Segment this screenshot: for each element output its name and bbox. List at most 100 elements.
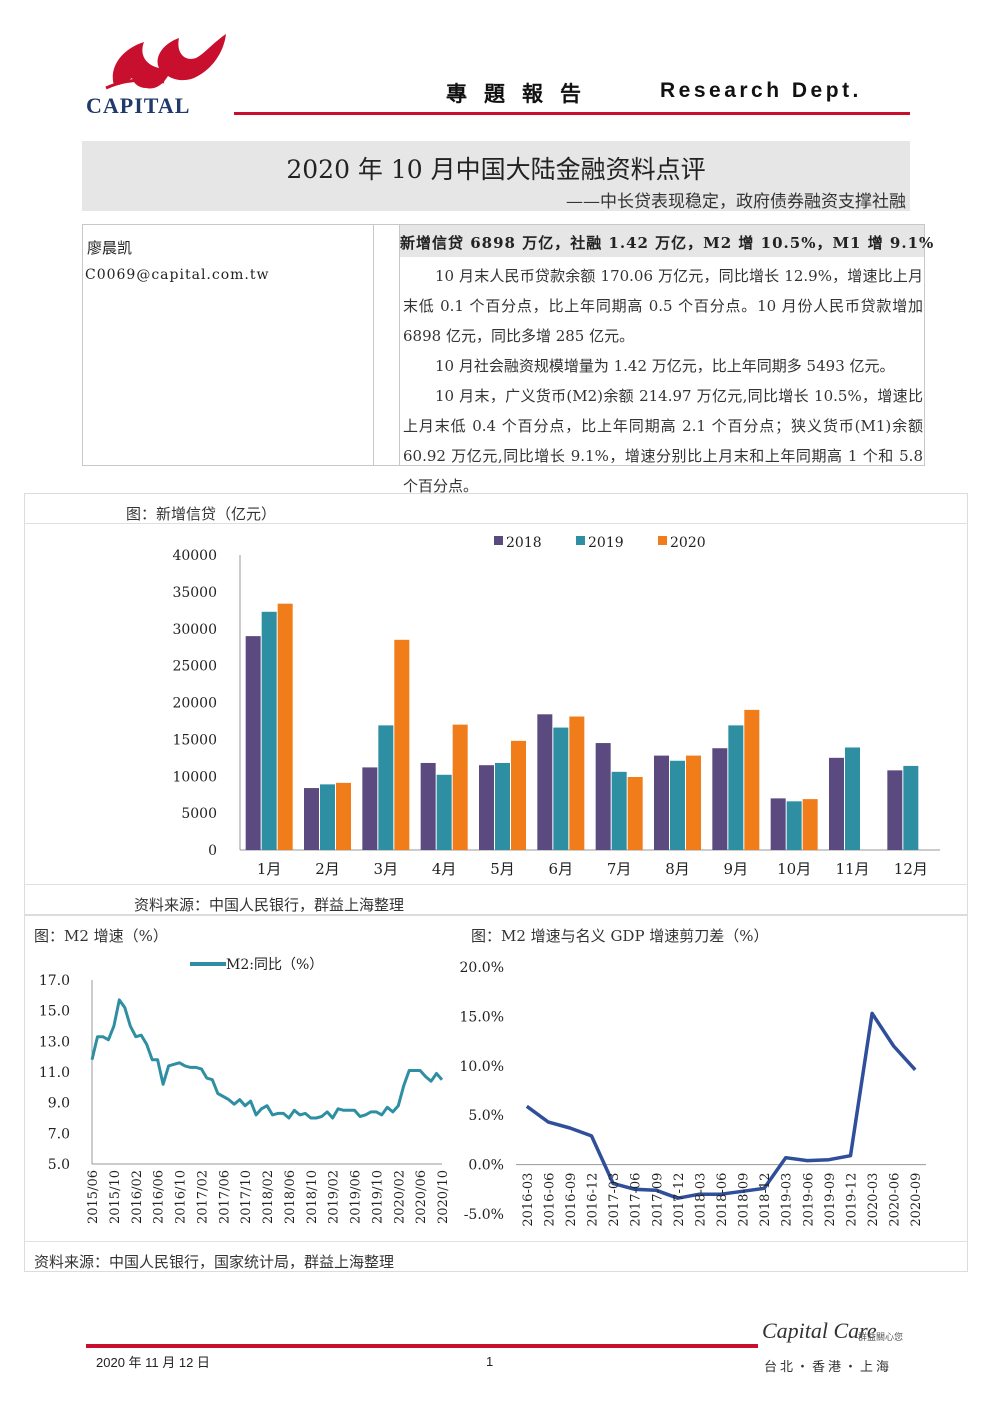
bar-2020 — [277, 603, 293, 850]
gap-x-tick-label: 2019-03 — [780, 1173, 795, 1227]
m2-x-tick-label: 2016/06 — [152, 1170, 167, 1224]
chart-frame — [24, 493, 968, 915]
m2-x-tick-label: 2018/10 — [305, 1170, 320, 1224]
gap-x-tick-label: 2020-03 — [866, 1173, 881, 1227]
report-subtitle: ——中长贷表现稳定，政府债券融资支撑社融 — [566, 192, 906, 212]
m2-x-tick-label: 2017/02 — [195, 1170, 210, 1224]
bar-2020 — [336, 782, 351, 850]
bar-2019 — [903, 765, 919, 850]
x-tick-label: 12月 — [894, 860, 928, 878]
gap-series-line — [525, 1011, 917, 1200]
report-type-title: 專題報告 — [446, 82, 598, 106]
bar-2018 — [537, 714, 553, 850]
y-tick-label: 30000 — [172, 622, 217, 638]
bar-2018 — [712, 748, 728, 850]
new-loans-chart-source: 资料来源：中国人民银行，群益上海整理 — [134, 896, 405, 914]
legend-swatch — [494, 536, 503, 545]
page-number: 1 — [486, 1354, 494, 1369]
bar-2019 — [436, 774, 452, 850]
m2-x-tick-label: 2018/02 — [261, 1170, 276, 1224]
bar-2020 — [744, 709, 760, 850]
frame-rule — [24, 884, 968, 885]
bar-2019 — [261, 611, 277, 850]
legend-label: 2020 — [670, 535, 706, 551]
bar-2018 — [770, 798, 786, 850]
gap-x-tick-label: 2017-09 — [650, 1173, 665, 1227]
m2-x-tick-label: 2020/06 — [414, 1170, 429, 1224]
y-tick-label: 0 — [208, 843, 217, 859]
m2-x-tick-label: 2020/10 — [436, 1170, 451, 1224]
header-divider — [234, 112, 910, 115]
x-tick-label: 9月 — [724, 860, 749, 878]
gap-x-tick-label: 2018-09 — [737, 1173, 752, 1227]
bottom-charts-source: 资料来源：中国人民银行，国家统计局，群益上海整理 — [34, 1253, 395, 1271]
bar-2019 — [611, 771, 627, 850]
author-email[interactable]: C0069@capital.com.tw — [85, 267, 270, 283]
author-name: 廖晨凯 — [87, 239, 133, 257]
legend-swatch — [576, 536, 585, 545]
table-divider — [399, 225, 400, 465]
bar-2018 — [595, 743, 611, 850]
footer-date: 2020 年 11 月 12 日 — [96, 1355, 210, 1370]
summary-paragraph: 10 月末，广义货币(M2)余额 214.97 万亿元,同比增长 10.5%，增… — [403, 387, 923, 495]
gap-x-tick-label: 2019-09 — [823, 1173, 838, 1227]
m2-x-tick-label: 2015/10 — [108, 1170, 123, 1224]
gap-x-tick-label: 2017-06 — [629, 1173, 644, 1227]
report-title: 2020 年 10 月中国大陆金融资料点评 — [286, 155, 706, 184]
headline-background — [400, 225, 924, 257]
gap-x-tick-label: 2017-12 — [672, 1173, 687, 1227]
footer-divider — [86, 1344, 758, 1348]
bar-2018 — [887, 770, 903, 850]
bar-2019 — [553, 727, 569, 850]
legend-swatch — [658, 536, 667, 545]
m2-y-tick-label: 15.0 — [39, 1004, 70, 1020]
frame-rule — [24, 523, 968, 524]
x-tick-label: 5月 — [490, 860, 515, 878]
gap-x-tick-label: 2019-12 — [844, 1173, 859, 1227]
m2-x-tick-label: 2015/06 — [86, 1170, 101, 1224]
gap-x-tick-label: 2016-09 — [564, 1173, 579, 1227]
bar-2018 — [829, 757, 844, 850]
x-tick-label: 1月 — [257, 860, 282, 878]
m2-x-tick-label: 2017/10 — [239, 1170, 254, 1224]
y-tick-label: 20000 — [172, 696, 217, 712]
m2-y-tick-label: 17.0 — [39, 973, 70, 989]
y-tick-label: 40000 — [172, 548, 217, 564]
gap-x-tick-label: 2020-06 — [888, 1173, 903, 1227]
bar-2020 — [802, 799, 818, 850]
m2-x-tick-label: 2016/02 — [130, 1170, 145, 1224]
x-tick-label: 2月 — [315, 860, 340, 878]
m2-x-tick-label: 2018/06 — [283, 1170, 298, 1224]
m2-x-tick-label: 2019/06 — [349, 1170, 364, 1224]
y-tick-label: 5000 — [181, 806, 217, 822]
bar-2019 — [786, 801, 802, 850]
gap-x-tick-label: 2016-12 — [586, 1173, 601, 1227]
bar-2018 — [362, 767, 378, 850]
bar-2019 — [728, 725, 744, 850]
x-tick-label: 8月 — [665, 860, 690, 878]
m2-y-tick-label: 7.0 — [48, 1126, 70, 1142]
gap-y-tick-label: -5.0% — [464, 1207, 504, 1223]
m2-series-line — [90, 998, 444, 1120]
gap-x-tick-label: 2016-06 — [542, 1173, 557, 1227]
footer-cities: 台北・香港・上海 — [764, 1360, 893, 1375]
bar-2020 — [569, 716, 585, 850]
gap-y-tick-label: 5.0% — [468, 1108, 504, 1124]
bar-2020 — [686, 755, 701, 850]
bar-2019 — [670, 760, 685, 850]
x-tick-label: 4月 — [432, 860, 457, 878]
gap-x-tick-label: 2016-03 — [521, 1173, 536, 1227]
m2-y-tick-label: 5.0 — [48, 1157, 70, 1173]
gap-y-tick-label: 0.0% — [468, 1158, 504, 1174]
gap-y-tick-label: 10.0% — [460, 1059, 504, 1075]
gap-x-tick-label: 2020-09 — [909, 1173, 924, 1227]
bar-2019 — [495, 762, 510, 850]
legend-label: 2019 — [588, 535, 624, 551]
x-tick-label: 7月 — [607, 860, 632, 878]
x-tick-label: 10月 — [777, 860, 811, 878]
summary-headline: 新增信贷 6898 万亿，社融 1.42 万亿，M2 增 10.5%，M1 增 … — [400, 234, 935, 252]
y-tick-label: 25000 — [172, 659, 217, 675]
frame-rule — [24, 1241, 968, 1242]
y-tick-label: 35000 — [172, 585, 217, 601]
